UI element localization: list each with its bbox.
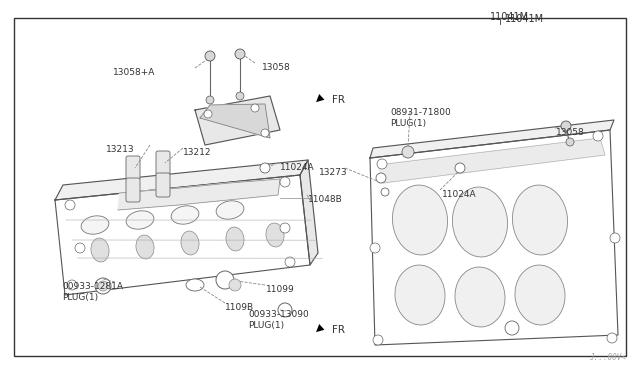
Circle shape <box>455 163 465 173</box>
Text: 1109B: 1109B <box>225 303 254 312</box>
Circle shape <box>95 278 111 294</box>
Circle shape <box>561 121 571 131</box>
Circle shape <box>278 303 292 317</box>
FancyBboxPatch shape <box>126 156 140 180</box>
Text: 11048B: 11048B <box>308 195 343 204</box>
Polygon shape <box>200 104 270 138</box>
Circle shape <box>280 223 290 233</box>
Circle shape <box>607 333 617 343</box>
Ellipse shape <box>226 227 244 251</box>
Circle shape <box>373 335 383 345</box>
Polygon shape <box>195 96 280 145</box>
Circle shape <box>377 159 387 169</box>
Circle shape <box>593 131 603 141</box>
Circle shape <box>204 110 212 118</box>
Circle shape <box>206 96 214 104</box>
Circle shape <box>370 243 380 253</box>
Circle shape <box>376 173 386 183</box>
Circle shape <box>67 280 77 290</box>
Ellipse shape <box>266 223 284 247</box>
Ellipse shape <box>81 216 109 234</box>
Circle shape <box>75 243 85 253</box>
Ellipse shape <box>171 206 199 224</box>
Ellipse shape <box>513 185 568 255</box>
Ellipse shape <box>392 185 447 255</box>
Text: 00933-1281A: 00933-1281A <box>62 282 123 291</box>
Polygon shape <box>370 120 614 158</box>
Text: 13058+A: 13058+A <box>113 68 155 77</box>
Polygon shape <box>300 160 318 265</box>
FancyBboxPatch shape <box>156 151 170 175</box>
FancyBboxPatch shape <box>126 178 140 202</box>
Text: 08931-71800: 08931-71800 <box>390 108 451 117</box>
Polygon shape <box>118 179 280 210</box>
Circle shape <box>205 51 215 61</box>
Text: FR: FR <box>332 95 345 105</box>
Ellipse shape <box>395 265 445 325</box>
Circle shape <box>280 177 290 187</box>
Ellipse shape <box>455 267 505 327</box>
Text: J...00V<: J...00V< <box>589 353 626 362</box>
Circle shape <box>98 281 108 291</box>
Circle shape <box>285 257 295 267</box>
Text: PLUG(1): PLUG(1) <box>390 119 426 128</box>
Circle shape <box>381 188 389 196</box>
Text: 11099: 11099 <box>266 285 295 294</box>
Text: FR: FR <box>332 325 345 335</box>
Text: 13058: 13058 <box>262 63 291 72</box>
Circle shape <box>236 92 244 100</box>
FancyBboxPatch shape <box>156 173 170 197</box>
Ellipse shape <box>216 201 244 219</box>
Circle shape <box>235 49 245 59</box>
Polygon shape <box>55 175 310 295</box>
Polygon shape <box>370 130 618 345</box>
Text: PLUG(1): PLUG(1) <box>248 321 284 330</box>
Circle shape <box>65 200 75 210</box>
Text: PLUG(1): PLUG(1) <box>62 293 98 302</box>
Circle shape <box>261 129 269 137</box>
Ellipse shape <box>126 211 154 229</box>
Polygon shape <box>378 138 605 183</box>
Ellipse shape <box>452 187 508 257</box>
Circle shape <box>216 271 234 289</box>
Text: 13212: 13212 <box>183 148 211 157</box>
Circle shape <box>610 233 620 243</box>
Text: 13273: 13273 <box>319 168 348 177</box>
Ellipse shape <box>515 265 565 325</box>
Text: 00933-13090: 00933-13090 <box>248 310 308 319</box>
Circle shape <box>505 321 519 335</box>
Polygon shape <box>55 160 308 200</box>
Text: 11041M: 11041M <box>505 14 544 24</box>
Text: 13058: 13058 <box>556 128 585 137</box>
Circle shape <box>229 279 241 291</box>
Circle shape <box>566 138 574 146</box>
Text: 13213: 13213 <box>106 145 134 154</box>
Ellipse shape <box>91 238 109 262</box>
Circle shape <box>251 104 259 112</box>
Ellipse shape <box>181 231 199 255</box>
Circle shape <box>260 163 270 173</box>
Text: 11041M: 11041M <box>490 12 529 22</box>
Text: 11024A: 11024A <box>442 190 477 199</box>
Circle shape <box>402 146 414 158</box>
Text: 11024A: 11024A <box>280 163 315 172</box>
Ellipse shape <box>136 235 154 259</box>
Ellipse shape <box>186 279 204 291</box>
